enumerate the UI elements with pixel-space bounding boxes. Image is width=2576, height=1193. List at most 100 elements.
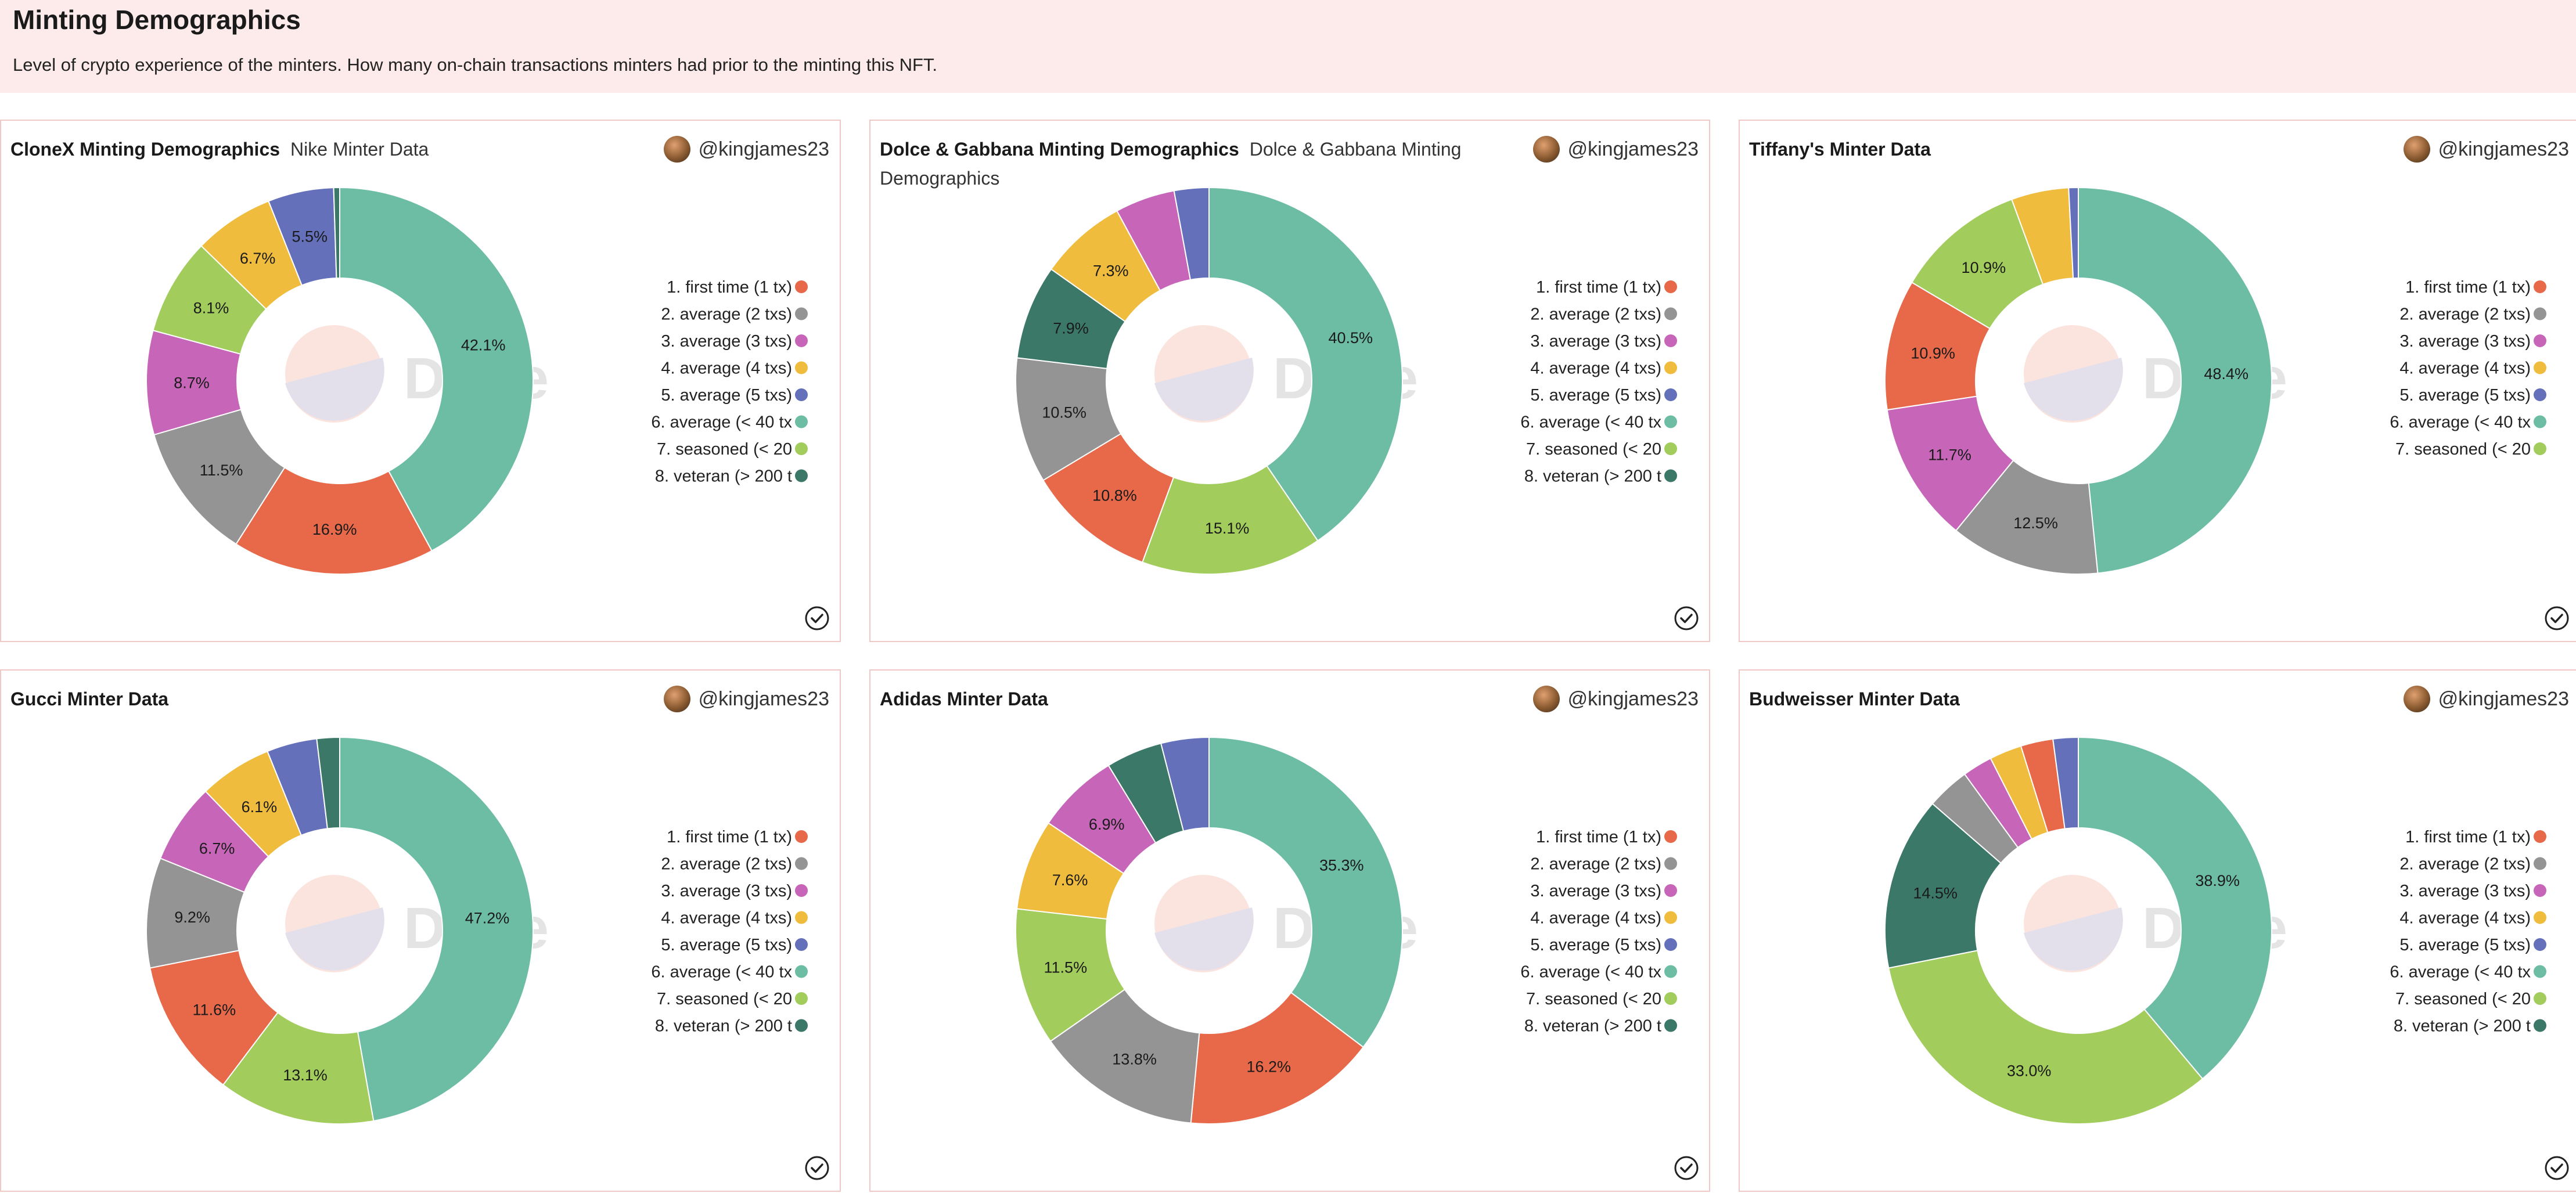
legend-item[interactable]: 4. average (4 txs) [2399, 909, 2546, 928]
legend-item[interactable]: 5. average (5 txs) [661, 936, 808, 954]
legend-item[interactable]: 5. average (5 txs) [2399, 936, 2546, 954]
pie-slice[interactable] [1141, 465, 1319, 575]
legend-item[interactable]: 6. average (< 40 tx [651, 963, 808, 982]
legend-item[interactable]: 4. average (4 txs) [2399, 359, 2546, 378]
legend-item[interactable]: 6. average (< 40 tx [2390, 413, 2546, 432]
pie-slice[interactable] [1173, 186, 1210, 281]
pie-slice[interactable] [2052, 736, 2079, 830]
legend-item[interactable]: 3. average (3 txs) [1530, 882, 1677, 900]
legend-item[interactable]: 2. average (2 txs) [2399, 855, 2546, 874]
legend-item[interactable]: 8. veteran (> 200 t [1524, 467, 1677, 486]
legend-item[interactable]: 8. veteran (> 200 t [2394, 1017, 2546, 1036]
legend-item[interactable]: 3. average (3 txs) [2399, 332, 2546, 351]
author-link[interactable]: @kingjames23 [663, 684, 829, 713]
pie-slice[interactable] [316, 736, 340, 830]
pie-slice[interactable] [1884, 802, 2002, 969]
slice-label: 38.9% [2195, 872, 2240, 889]
legend-item[interactable]: 8. veteran (> 200 t [1524, 1017, 1677, 1036]
check-circle-icon[interactable] [1673, 605, 1700, 632]
legend-item[interactable]: 2. average (2 txs) [1530, 305, 1677, 324]
legend-item[interactable]: 5. average (5 txs) [661, 386, 808, 405]
legend-item[interactable]: 7. seasoned (< 20 [1526, 440, 1677, 459]
check-circle-icon[interactable] [2543, 605, 2570, 632]
legend-dot [2534, 938, 2546, 951]
slice-label: 10.9% [1911, 344, 1955, 362]
legend-item[interactable]: 1. first time (1 tx) [1536, 828, 1677, 846]
slice-label: 42.1% [461, 336, 506, 354]
pie-slice[interactable] [1049, 988, 1200, 1124]
legend-item[interactable]: 4. average (4 txs) [661, 359, 808, 378]
slice-label: 40.5% [1328, 329, 1373, 347]
author-link[interactable]: @kingjames23 [2403, 684, 2569, 713]
pie-slice[interactable] [1886, 395, 2014, 532]
legend-item[interactable]: 6. average (< 40 tx [651, 413, 808, 432]
legend-item[interactable]: 4. average (4 txs) [1530, 909, 1677, 928]
legend-dot [1664, 334, 1677, 347]
pie-slice[interactable] [1160, 736, 1210, 832]
legend-dot [2534, 307, 2546, 320]
legend-item[interactable]: 3. average (3 txs) [661, 882, 808, 900]
slice-label: 6.1% [242, 798, 278, 816]
legend-item[interactable]: 7. seasoned (< 20 [2395, 990, 2546, 1008]
legend-item[interactable]: 2. average (2 txs) [661, 305, 808, 324]
legend-label: 1. first time (1 tx) [2405, 278, 2531, 297]
avatar [663, 136, 690, 163]
pie-slice[interactable] [1190, 992, 1365, 1124]
pie-slice[interactable] [1955, 459, 2099, 575]
pie-slice[interactable] [222, 1011, 375, 1124]
legend-item[interactable]: 5. average (5 txs) [2399, 386, 2546, 405]
legend-item[interactable]: 7. seasoned (< 20 [2395, 440, 2546, 459]
check-circle-icon[interactable] [1673, 1155, 1700, 1181]
legend-item[interactable]: 8. veteran (> 200 t [655, 1017, 808, 1036]
legend-item[interactable]: 7. seasoned (< 20 [657, 990, 808, 1008]
author-link[interactable]: @kingjames23 [663, 135, 829, 164]
pie-slice[interactable] [333, 186, 340, 279]
pie-slice[interactable] [235, 467, 433, 575]
legend-item[interactable]: 6. average (< 40 tx [1520, 413, 1677, 432]
legend-dot [2534, 280, 2546, 293]
slice-label: 7.6% [1052, 871, 1088, 889]
legend-item[interactable]: 1. first time (1 tx) [2405, 278, 2546, 297]
pie-slice[interactable] [1208, 186, 1403, 542]
pie-slice[interactable] [339, 186, 534, 552]
legend-dot [1664, 280, 1677, 293]
legend-item[interactable]: 1. first time (1 tx) [667, 828, 808, 846]
donut-chart: Dune48.4%12.5%11.7%10.9%10.9%1. first ti… [1884, 186, 2546, 575]
legend-item[interactable]: 3. average (3 txs) [1530, 332, 1677, 351]
slice-label: 16.9% [312, 521, 357, 538]
legend-item[interactable]: 5. average (5 txs) [1530, 386, 1677, 405]
legend-item[interactable]: 4. average (4 txs) [1530, 359, 1677, 378]
legend-item[interactable]: 2. average (2 txs) [2399, 305, 2546, 324]
author-link[interactable]: @kingjames23 [2403, 135, 2569, 164]
legend-item[interactable]: 6. average (< 40 tx [2390, 963, 2546, 982]
chart-card: Gucci Minter Data@kingjames23Dune47.2%13… [0, 669, 841, 1192]
author-link[interactable]: @kingjames23 [1532, 135, 1699, 164]
check-circle-icon[interactable] [804, 605, 830, 632]
pie-slice[interactable] [2078, 186, 2272, 574]
legend-item[interactable]: 4. average (4 txs) [661, 909, 808, 928]
legend-item[interactable]: 8. veteran (> 200 t [655, 467, 808, 486]
legend-item[interactable]: 2. average (2 txs) [661, 855, 808, 874]
pie-slice[interactable] [2078, 736, 2272, 1080]
legend-item[interactable]: 7. seasoned (< 20 [1526, 990, 1677, 1008]
author-name: @kingjames23 [2438, 138, 2569, 160]
legend-item[interactable]: 3. average (3 txs) [661, 332, 808, 351]
pie-slice[interactable] [1208, 736, 1403, 1048]
legend-label: 5. average (5 txs) [2399, 386, 2531, 405]
author-name: @kingjames23 [698, 138, 829, 160]
author-link[interactable]: @kingjames23 [1532, 684, 1699, 713]
legend-item[interactable]: 5. average (5 txs) [1530, 936, 1677, 954]
legend-item[interactable]: 2. average (2 txs) [1530, 855, 1677, 874]
check-circle-icon[interactable] [804, 1155, 830, 1181]
legend-item[interactable]: 1. first time (1 tx) [2405, 828, 2546, 846]
legend-item[interactable]: 6. average (< 40 tx [1520, 963, 1677, 982]
legend-item[interactable]: 7. seasoned (< 20 [657, 440, 808, 459]
pie-slice[interactable] [2068, 186, 2079, 279]
legend-label: 2. average (2 txs) [2399, 855, 2531, 874]
pie-slice[interactable] [339, 736, 534, 1122]
pie-slice[interactable] [1888, 950, 2204, 1124]
check-circle-icon[interactable] [2543, 1155, 2570, 1181]
legend-item[interactable]: 3. average (3 txs) [2399, 882, 2546, 900]
legend-item[interactable]: 1. first time (1 tx) [1536, 278, 1677, 297]
legend-item[interactable]: 1. first time (1 tx) [667, 278, 808, 297]
